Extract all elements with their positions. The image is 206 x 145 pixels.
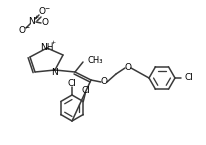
Text: Cl: Cl	[184, 74, 193, 83]
Text: O: O	[41, 19, 48, 28]
Text: N: N	[28, 18, 35, 27]
Text: +: +	[33, 16, 39, 20]
Text: O: O	[18, 27, 25, 36]
Text: −: −	[44, 6, 49, 10]
Text: Cl: Cl	[81, 86, 90, 95]
Text: O: O	[38, 8, 45, 17]
Text: N: N	[51, 68, 58, 77]
Text: O: O	[124, 64, 131, 72]
Text: CH₃: CH₃	[88, 57, 103, 66]
Text: Cl: Cl	[67, 79, 76, 88]
Text: −: −	[24, 25, 29, 29]
Text: +: +	[50, 40, 55, 46]
Text: NH: NH	[40, 44, 54, 52]
Text: O: O	[100, 77, 107, 87]
